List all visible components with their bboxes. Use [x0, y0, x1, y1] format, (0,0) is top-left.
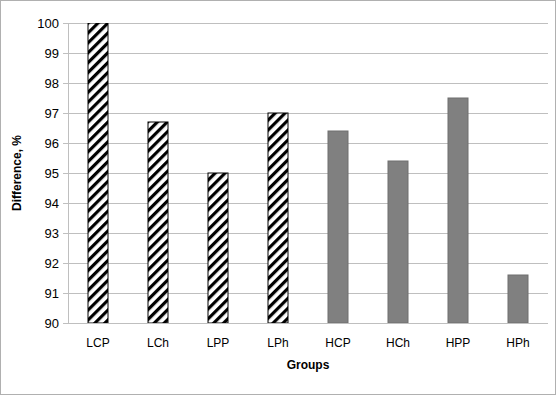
bar: [388, 161, 408, 323]
y-tick: [63, 83, 68, 84]
x-tick-label: HPP: [446, 336, 471, 350]
x-tick-label: HCP: [325, 336, 350, 350]
x-tick-label: LPP: [207, 336, 230, 350]
x-tick-label: HCh: [386, 336, 410, 350]
y-tick: [63, 113, 68, 114]
grid-line: [68, 233, 548, 234]
bar: [208, 173, 228, 323]
x-tick-label: HPh: [506, 336, 529, 350]
y-tick-label: 92: [45, 256, 59, 271]
y-tick: [63, 293, 68, 294]
grid-line: [68, 23, 548, 24]
grid-line: [68, 323, 548, 324]
y-tick-label: 99: [45, 46, 59, 61]
y-tick-label: 90: [45, 316, 59, 331]
bar: [268, 113, 288, 323]
grid-line: [68, 83, 548, 84]
chart-svg: 90 91 92 93 94 95 96 97 98 99 100 LCP LCh LPP LPh HCP HC…: [0, 0, 556, 395]
grid-line: [68, 203, 548, 204]
bar: [328, 131, 348, 323]
grid-line: [68, 113, 548, 114]
y-tick-label: 94: [45, 196, 59, 211]
y-tick-label: 93: [45, 226, 59, 241]
y-tick: [63, 203, 68, 204]
y-tick: [63, 53, 68, 54]
grid: [63, 24, 548, 324]
y-tick-label: 98: [45, 76, 59, 91]
y-axis: [68, 23, 69, 323]
y-tick: [63, 23, 68, 24]
y-tick: [63, 323, 68, 324]
y-tick-label: 97: [45, 106, 59, 121]
bar: [148, 122, 168, 323]
grid-line: [68, 263, 548, 264]
x-tick-label: LCh: [147, 336, 169, 350]
x-axis: [68, 323, 548, 324]
grid-line: [68, 293, 548, 294]
grid-line: [68, 173, 548, 174]
bar: [508, 275, 528, 323]
x-tick-label: LCP: [86, 336, 109, 350]
y-tick-label: 91: [45, 286, 59, 301]
y-tick: [63, 233, 68, 234]
y-tick-label: 95: [45, 166, 59, 181]
y-tick: [63, 263, 68, 264]
y-axis-title: Difference, %: [10, 135, 24, 211]
y-tick: [63, 143, 68, 144]
grid-line: [68, 143, 548, 144]
y-tick-label: 100: [37, 16, 59, 31]
x-axis-title: Groups: [287, 358, 330, 372]
chart-frame: [1, 1, 556, 395]
bar: [448, 98, 468, 323]
y-tick: [63, 173, 68, 174]
grid-line: [68, 53, 548, 54]
bars: [88, 23, 528, 323]
x-tick-label: LPh: [267, 336, 288, 350]
y-tick-label: 96: [45, 136, 59, 151]
chart-container: 90 91 92 93 94 95 96 97 98 99 100 LCP LCh LPP LPh HCP HC…: [0, 0, 556, 395]
bar: [88, 23, 108, 323]
